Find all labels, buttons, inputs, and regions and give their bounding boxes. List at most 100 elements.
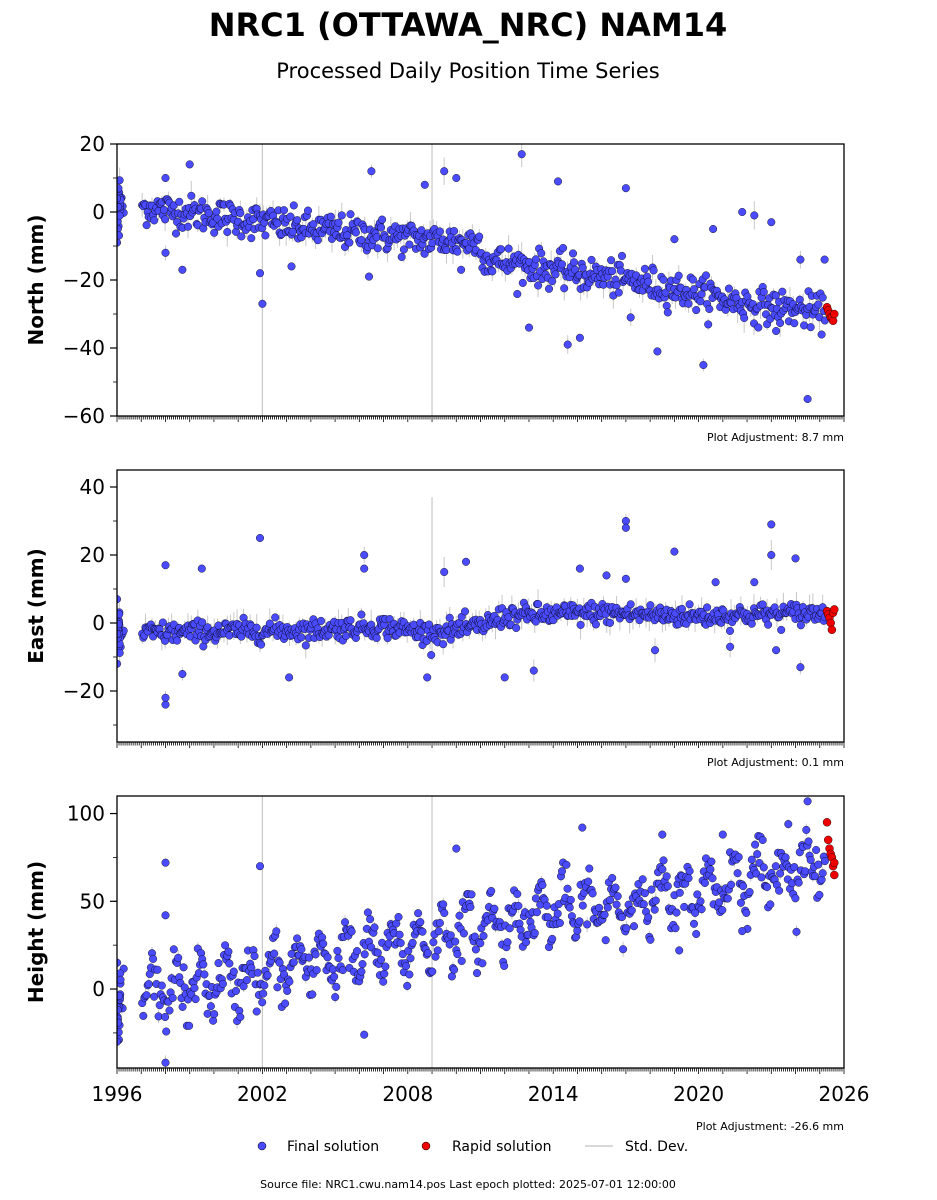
final-point	[587, 255, 596, 264]
final-point	[297, 633, 306, 642]
final-point	[500, 673, 509, 682]
final-point	[142, 991, 151, 1000]
rapid-point	[830, 605, 839, 614]
final-point	[153, 965, 162, 974]
final-point	[653, 347, 662, 356]
final-point	[210, 228, 219, 237]
final-point	[191, 995, 200, 1004]
final-point	[534, 600, 543, 609]
final-point	[351, 228, 360, 237]
final-point	[608, 267, 617, 276]
x-tick-label: 2008	[382, 1082, 433, 1106]
legend-final-marker	[257, 1141, 267, 1151]
final-point	[621, 184, 630, 193]
final-point	[575, 333, 584, 342]
final-point	[333, 946, 342, 955]
final-point	[763, 883, 772, 892]
final-point	[212, 207, 221, 216]
final-point	[171, 229, 180, 238]
legend-stddev-label: Std. Dev.	[625, 1139, 688, 1155]
final-point	[293, 216, 302, 225]
final-point	[751, 840, 760, 849]
final-point	[685, 867, 694, 876]
final-point	[161, 1058, 170, 1067]
final-point	[563, 884, 572, 893]
final-point	[612, 281, 621, 290]
final-point	[551, 270, 560, 279]
final-point	[727, 880, 736, 889]
final-point	[429, 938, 438, 947]
final-point	[405, 970, 414, 979]
final-point	[161, 911, 170, 920]
final-point	[358, 960, 367, 969]
final-point	[270, 949, 279, 958]
final-point	[117, 975, 125, 984]
final-point	[168, 993, 177, 1002]
final-point	[258, 299, 267, 308]
final-point	[767, 520, 776, 529]
final-point	[377, 955, 386, 964]
final-point	[772, 327, 781, 336]
final-point	[630, 922, 639, 931]
final-point	[685, 600, 694, 609]
final-point	[530, 929, 539, 938]
final-point	[591, 620, 600, 629]
final-point	[381, 962, 390, 971]
final-point	[367, 167, 376, 176]
final-point	[380, 969, 389, 978]
final-point	[416, 918, 425, 927]
final-point	[117, 184, 123, 193]
final-point	[394, 913, 403, 922]
final-point	[803, 797, 812, 806]
final-point	[342, 631, 351, 640]
final-point	[117, 648, 124, 657]
final-point	[578, 823, 587, 832]
final-point	[613, 892, 622, 901]
final-point	[614, 288, 623, 297]
final-point	[360, 950, 369, 959]
final-point	[418, 927, 427, 936]
final-point	[117, 194, 121, 203]
legend-rapid-marker	[421, 1141, 431, 1151]
final-point	[700, 879, 709, 888]
final-point	[169, 945, 178, 954]
final-point	[379, 977, 388, 986]
final-point	[161, 248, 170, 257]
final-point	[517, 150, 526, 159]
final-point	[612, 900, 621, 909]
final-point	[555, 919, 564, 928]
final-point	[672, 908, 681, 917]
final-point	[560, 284, 569, 293]
final-point	[256, 269, 265, 278]
y-tick-label: 20	[80, 543, 105, 567]
final-point	[563, 340, 572, 349]
y-tick-label: 50	[80, 889, 105, 913]
final-point	[658, 865, 667, 874]
final-point	[705, 305, 714, 314]
final-point	[417, 226, 426, 235]
final-point	[569, 249, 578, 258]
final-point	[776, 869, 785, 878]
final-point	[231, 986, 240, 995]
final-point	[399, 245, 408, 254]
final-point	[403, 981, 412, 990]
final-point	[529, 666, 538, 675]
final-point	[504, 244, 513, 253]
final-point	[795, 295, 804, 304]
final-point	[708, 874, 717, 883]
final-point	[185, 160, 194, 169]
final-point	[285, 673, 294, 682]
final-point	[559, 243, 568, 252]
final-point	[150, 216, 159, 225]
final-point	[247, 234, 256, 243]
final-point	[439, 900, 448, 909]
final-point	[792, 927, 801, 936]
final-point	[221, 941, 230, 950]
final-point	[534, 281, 543, 290]
final-point	[224, 947, 233, 956]
final-point	[627, 906, 636, 915]
final-point	[764, 620, 773, 629]
final-point	[161, 173, 170, 182]
final-point	[611, 883, 620, 892]
final-point	[149, 954, 158, 963]
